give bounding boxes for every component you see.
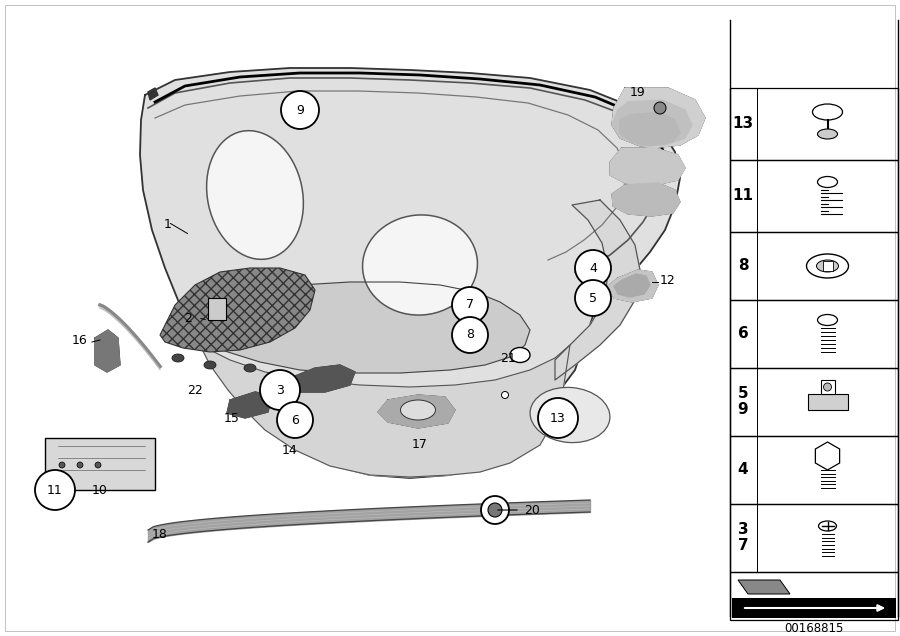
Polygon shape	[95, 330, 120, 372]
Polygon shape	[378, 395, 455, 428]
Text: 22: 22	[187, 384, 202, 396]
Circle shape	[77, 462, 83, 468]
Text: 10: 10	[92, 483, 108, 497]
Bar	[730, 436, 898, 504]
Circle shape	[501, 392, 508, 399]
Ellipse shape	[806, 254, 849, 278]
Circle shape	[452, 287, 488, 323]
Circle shape	[452, 317, 488, 353]
Text: 19: 19	[630, 85, 646, 99]
Text: 13: 13	[733, 116, 753, 132]
Text: 16: 16	[72, 333, 88, 347]
Ellipse shape	[818, 521, 836, 531]
Ellipse shape	[204, 361, 216, 369]
Text: 18: 18	[152, 529, 168, 541]
Circle shape	[277, 402, 313, 438]
Polygon shape	[608, 270, 658, 302]
Ellipse shape	[530, 387, 610, 443]
Text: 17: 17	[412, 438, 427, 452]
Text: 21: 21	[500, 352, 516, 364]
Polygon shape	[140, 68, 680, 478]
Bar	[732, 598, 896, 618]
Text: 14: 14	[282, 443, 298, 457]
Circle shape	[824, 383, 832, 391]
Polygon shape	[612, 183, 680, 216]
Circle shape	[488, 503, 502, 517]
Bar	[730, 504, 898, 572]
Circle shape	[260, 370, 300, 410]
Polygon shape	[738, 580, 790, 594]
Bar	[823, 261, 832, 271]
Ellipse shape	[172, 354, 184, 362]
Polygon shape	[200, 345, 570, 477]
Ellipse shape	[817, 129, 838, 139]
Ellipse shape	[400, 400, 436, 420]
Text: 4: 4	[590, 261, 597, 275]
Circle shape	[575, 280, 611, 316]
Circle shape	[95, 462, 101, 468]
Polygon shape	[815, 442, 840, 470]
Bar	[807, 394, 848, 410]
Polygon shape	[160, 268, 315, 352]
Text: 13: 13	[550, 411, 566, 424]
Text: 20: 20	[524, 504, 540, 516]
Ellipse shape	[813, 104, 842, 120]
Text: 11: 11	[47, 483, 63, 497]
Circle shape	[281, 91, 319, 129]
Polygon shape	[620, 112, 680, 146]
Bar	[45, 438, 155, 490]
Ellipse shape	[817, 177, 838, 188]
Ellipse shape	[817, 314, 838, 326]
Text: 2: 2	[184, 312, 192, 324]
Circle shape	[481, 496, 509, 524]
Ellipse shape	[207, 130, 303, 259]
Text: 9: 9	[296, 104, 304, 116]
Text: 8: 8	[466, 329, 474, 342]
Bar	[730, 368, 898, 436]
Circle shape	[59, 462, 65, 468]
Text: 5: 5	[589, 291, 597, 305]
Text: 11: 11	[733, 188, 753, 204]
Text: 12: 12	[660, 273, 676, 286]
Bar	[730, 160, 898, 232]
Text: 1: 1	[164, 219, 172, 232]
Ellipse shape	[816, 260, 839, 272]
Polygon shape	[148, 88, 158, 100]
Text: 6: 6	[291, 413, 299, 427]
Text: 00168815: 00168815	[784, 622, 843, 635]
Polygon shape	[195, 282, 530, 373]
Text: 7: 7	[466, 298, 474, 312]
Circle shape	[575, 250, 611, 286]
Text: 4: 4	[738, 462, 748, 478]
Polygon shape	[612, 88, 705, 148]
Polygon shape	[610, 148, 685, 185]
Text: 5: 5	[738, 387, 748, 401]
Text: 3: 3	[276, 384, 284, 396]
Bar	[730, 572, 898, 620]
Bar	[730, 232, 898, 300]
Polygon shape	[283, 365, 355, 392]
Polygon shape	[227, 392, 272, 418]
Ellipse shape	[363, 215, 477, 315]
Bar	[730, 300, 898, 368]
Circle shape	[35, 470, 75, 510]
Circle shape	[654, 102, 666, 114]
Bar	[821, 380, 834, 394]
Polygon shape	[614, 274, 650, 297]
Text: 15: 15	[224, 411, 240, 424]
Text: 8: 8	[738, 258, 748, 273]
Text: 9: 9	[738, 403, 748, 417]
Polygon shape	[612, 100, 692, 146]
Ellipse shape	[510, 347, 530, 363]
Bar	[730, 88, 898, 160]
Circle shape	[538, 398, 578, 438]
Text: 6: 6	[738, 326, 749, 342]
Text: 7: 7	[738, 539, 748, 553]
Text: 3: 3	[738, 523, 748, 537]
Ellipse shape	[244, 364, 256, 372]
Polygon shape	[555, 200, 640, 380]
Bar	[208, 298, 226, 320]
